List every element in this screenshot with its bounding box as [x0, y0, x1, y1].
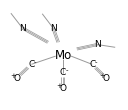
Text: O: O [59, 84, 66, 93]
Text: C: C [28, 60, 34, 69]
Text: -: - [65, 67, 68, 73]
Text: O: O [13, 74, 20, 83]
Text: +: + [99, 73, 105, 79]
Text: N: N [19, 24, 26, 33]
Text: O: O [103, 74, 110, 83]
Text: Mo: Mo [55, 49, 73, 61]
Text: C: C [89, 60, 95, 69]
Text: -: - [95, 59, 97, 65]
Text: +: + [10, 73, 16, 79]
Text: C: C [60, 68, 66, 77]
Text: N: N [94, 40, 101, 49]
Text: -: - [34, 59, 36, 65]
Text: +: + [56, 83, 62, 89]
Text: N: N [50, 24, 56, 33]
